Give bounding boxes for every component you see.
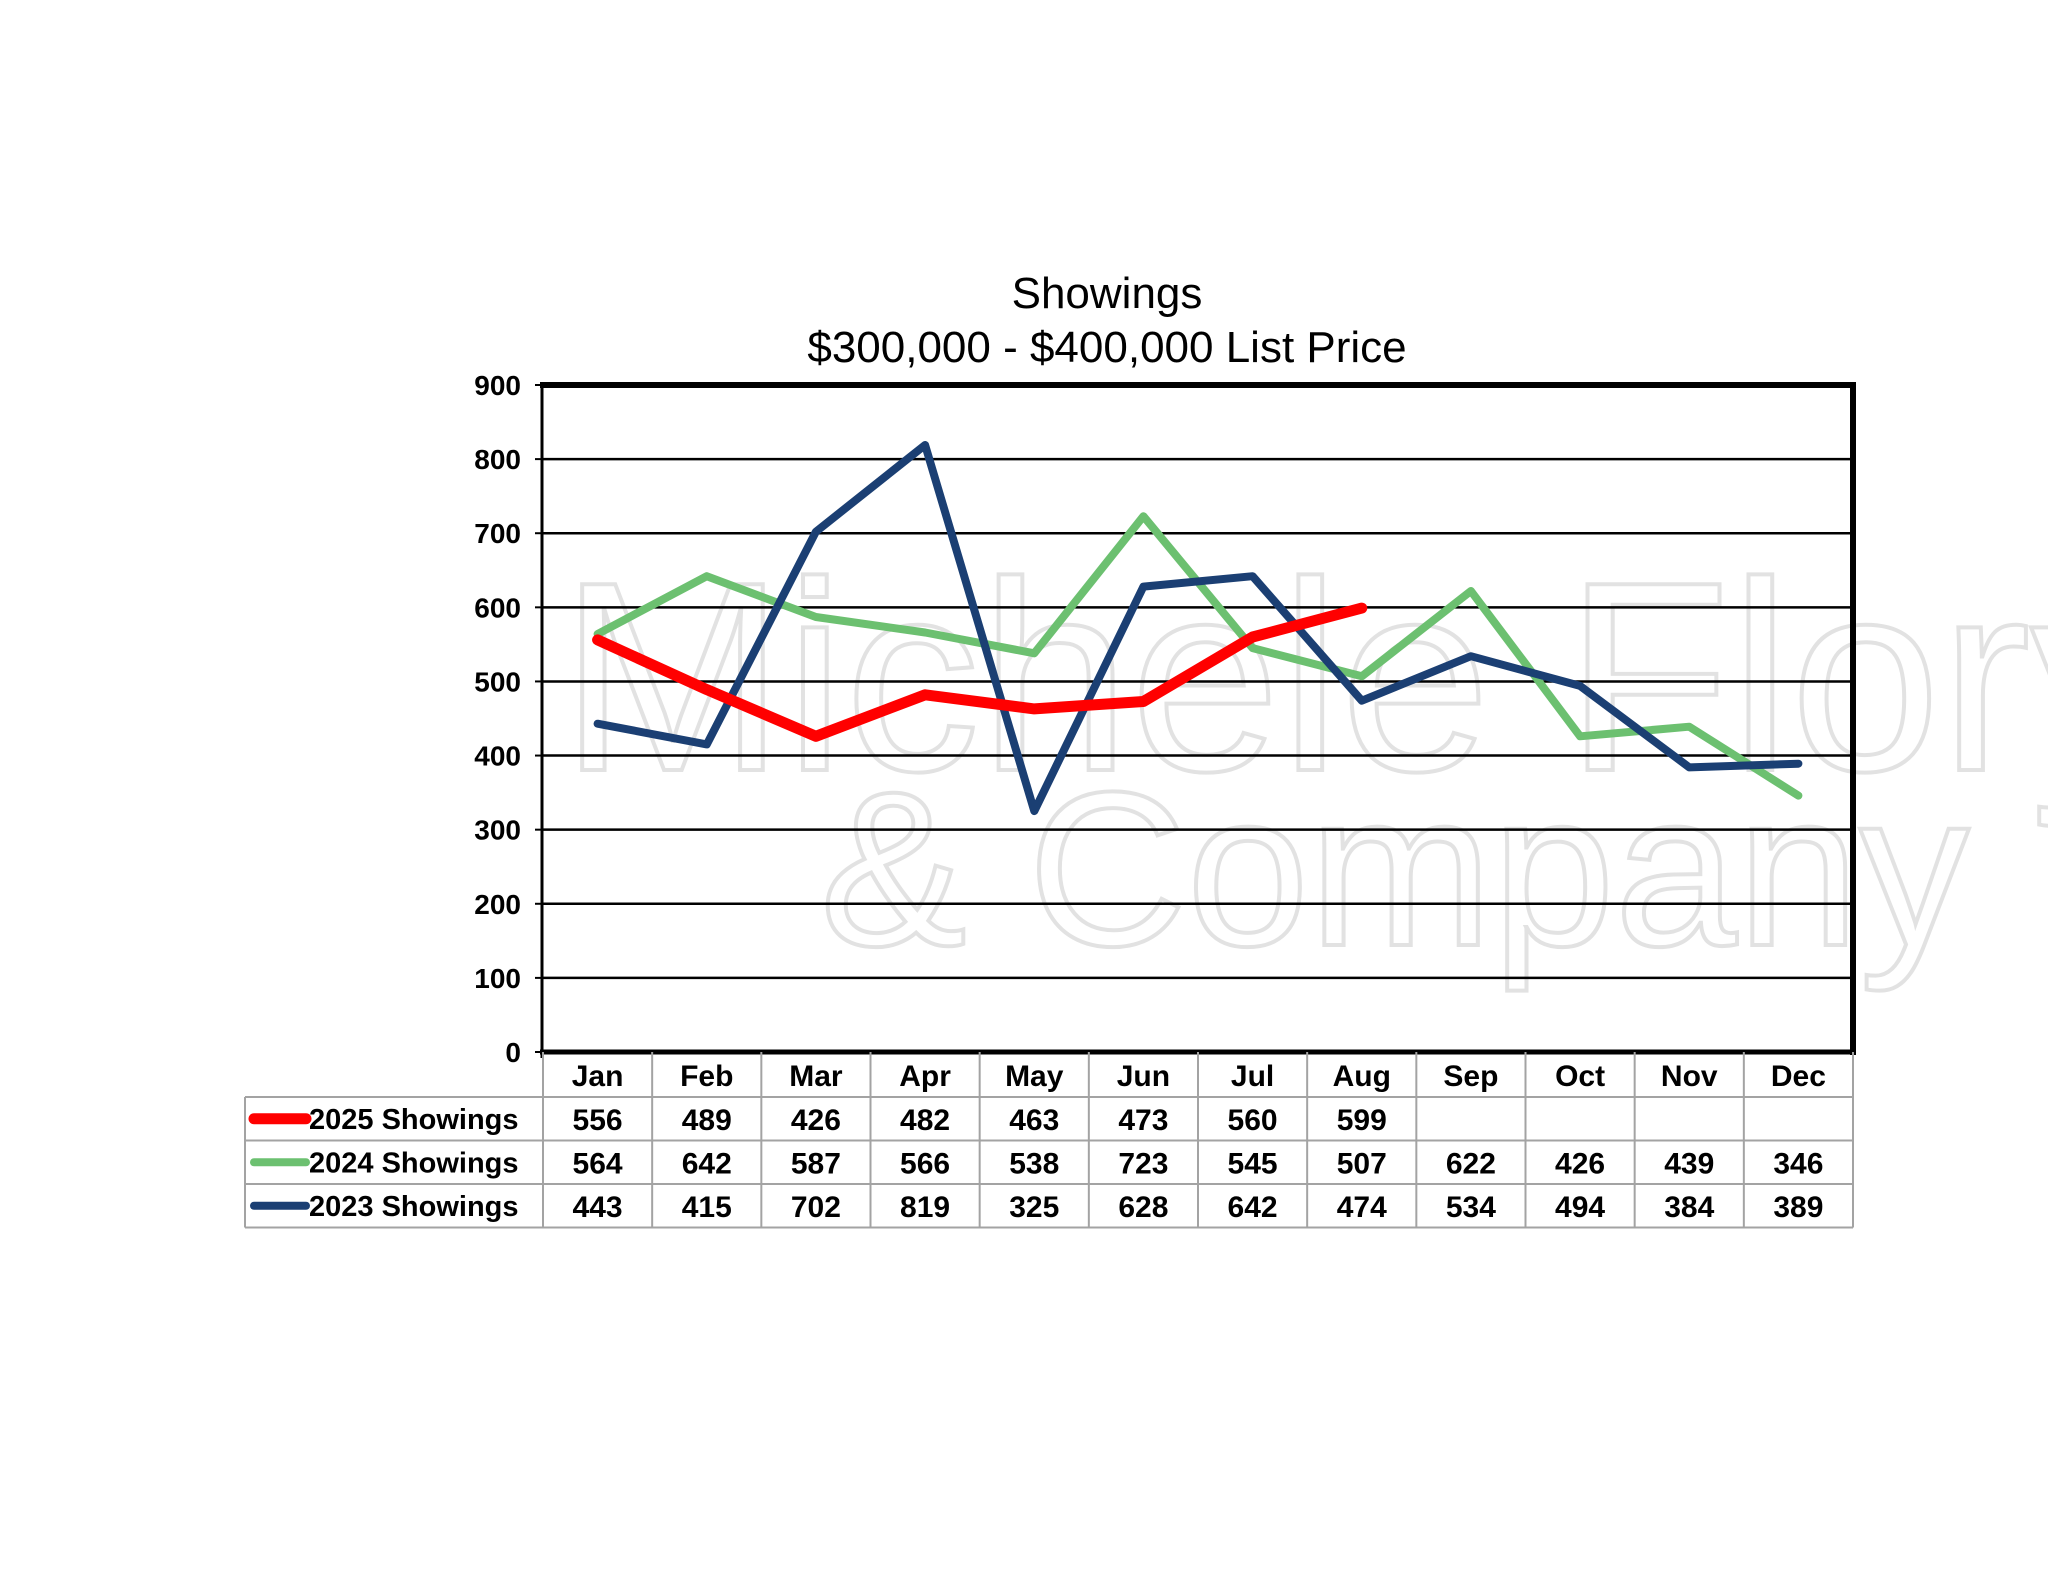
table-cell-value: 599 (1337, 1104, 1387, 1137)
chart-subtitle: $300,000 - $400,000 List Price (807, 323, 1406, 372)
data-table: Jan Feb Mar Apr May Jun Jul Aug Sep Oct Nov Dec 2025… (244, 1052, 1854, 1229)
table-cell-value: 482 (900, 1104, 950, 1137)
table-cell-value: 622 (1446, 1147, 1496, 1180)
table-cell-value: 473 (1118, 1104, 1168, 1137)
y-tick-label: 600 (474, 592, 521, 623)
x-tick-label: Jun (1117, 1060, 1170, 1093)
y-tick-label: 0 (505, 1037, 521, 1068)
series-lines (592, 441, 1803, 816)
table-cell-value: 325 (1009, 1191, 1059, 1224)
x-tick-label: Mar (789, 1060, 843, 1093)
table-cell-value: 443 (573, 1191, 623, 1224)
series-line-2023 (593, 441, 1803, 816)
legend-label: 2025 Showings (309, 1104, 519, 1136)
table-cell-value: 545 (1228, 1147, 1278, 1180)
legend-label: 2024 Showings (309, 1147, 519, 1179)
table-cell-value: 819 (900, 1191, 950, 1224)
table-cell-value: 534 (1446, 1191, 1496, 1224)
table-cell-value: 389 (1773, 1191, 1823, 1224)
table-cell-value: 494 (1555, 1191, 1605, 1224)
table-cell-value: 556 (573, 1104, 623, 1137)
table-cell-value: 426 (791, 1104, 841, 1137)
x-tick-label: Dec (1771, 1060, 1826, 1093)
table-cell-value: 560 (1228, 1104, 1278, 1137)
x-tick-label: Feb (680, 1060, 733, 1093)
table-cell-value: 564 (573, 1147, 623, 1180)
table-cell-value: 463 (1009, 1104, 1059, 1137)
table-cell-value: 538 (1009, 1147, 1059, 1180)
x-tick-label: Jan (572, 1060, 624, 1093)
chart-title: Showings (1012, 269, 1203, 318)
table-cell-value: 507 (1337, 1147, 1387, 1180)
table-cell-value: 426 (1555, 1147, 1605, 1180)
y-tick-label: 100 (474, 963, 521, 994)
table-cell-value: 489 (682, 1104, 732, 1137)
x-tick-label: May (1005, 1060, 1064, 1093)
y-tick-label: 400 (474, 741, 521, 772)
y-axis: 0 100 200 300 400 500 600 700 800 900 (474, 370, 544, 1068)
legend-label: 2023 Showings (309, 1191, 519, 1223)
table-cell-value: 384 (1664, 1191, 1714, 1224)
table-cell-value: 474 (1337, 1191, 1387, 1224)
y-tick-label: 900 (474, 370, 521, 401)
table-cell-value: 628 (1118, 1191, 1168, 1224)
x-tick-label: Aug (1333, 1060, 1391, 1093)
y-tick-label: 300 (474, 815, 521, 846)
table-cell-value: 723 (1118, 1147, 1168, 1180)
table-cell-value: 642 (1228, 1191, 1278, 1224)
y-tick-label: 800 (474, 444, 521, 475)
y-tick-label: 200 (474, 889, 521, 920)
table-cell-value: 566 (900, 1147, 950, 1180)
y-tick-label: 500 (474, 666, 521, 697)
x-tick-label: Sep (1443, 1060, 1498, 1093)
watermark-text-line-1: Michele Flory (560, 527, 2048, 829)
series-line-2025 (592, 602, 1368, 742)
table-cell-value: 439 (1664, 1147, 1714, 1180)
watermark-text-line-2: & Company (820, 746, 1969, 992)
table-cell-value: 642 (682, 1147, 732, 1180)
y-tick-label: 700 (474, 518, 521, 549)
table-cell-value: 702 (791, 1191, 841, 1224)
gridlines (543, 457, 1853, 980)
x-tick-label: Nov (1661, 1060, 1718, 1093)
table-cell-value: 587 (791, 1147, 841, 1180)
x-tick-label: Apr (899, 1060, 951, 1093)
x-tick-label: Jul (1231, 1060, 1274, 1093)
x-tick-label: Oct (1555, 1060, 1605, 1093)
table-cell-value: 415 (682, 1191, 732, 1224)
table-cell-value: 346 (1773, 1147, 1823, 1180)
